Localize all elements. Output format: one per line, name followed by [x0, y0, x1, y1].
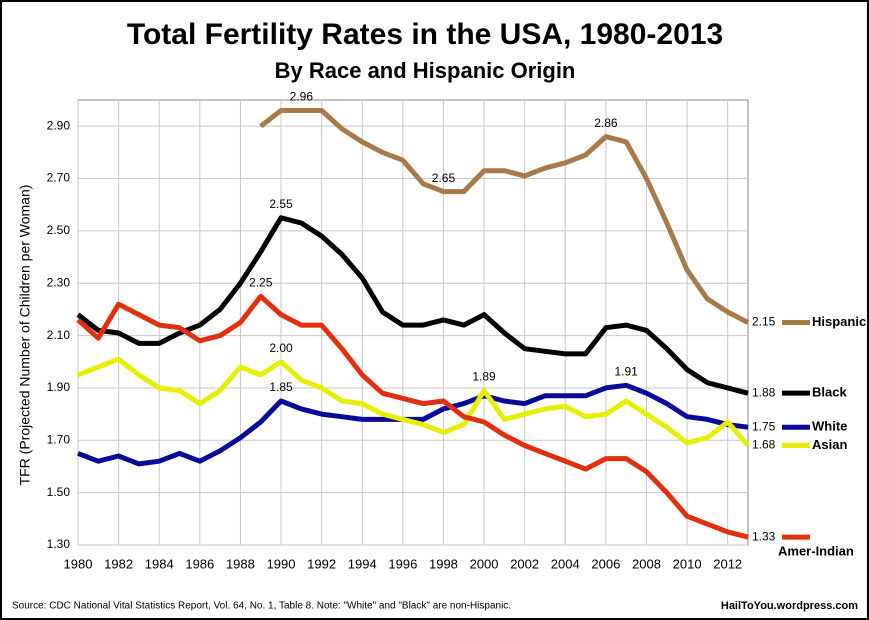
series-line — [77, 356, 750, 448]
x-tick-label: 2008 — [632, 556, 661, 571]
y-tick-label: 1.30 — [47, 537, 71, 551]
x-tick-label: 1992 — [307, 556, 336, 571]
y-tick-label: 1.50 — [47, 485, 71, 499]
plot-area — [77, 99, 749, 546]
x-tick-label: 2004 — [551, 556, 580, 571]
x-tick-label: 1996 — [388, 556, 417, 571]
y-tick-label: 2.70 — [47, 171, 71, 185]
x-tick-label: 2002 — [510, 556, 539, 571]
legend-label: White — [812, 419, 847, 434]
x-tick-label: 2010 — [673, 556, 702, 571]
value-label: 1.85 — [269, 380, 293, 394]
y-tick-label: 1.90 — [47, 380, 71, 394]
x-tick-label: 1986 — [185, 556, 214, 571]
series-line — [76, 293, 749, 540]
series-line — [259, 108, 750, 325]
legend-label: Asian — [812, 437, 847, 452]
series-line — [77, 382, 749, 467]
x-tick-label: 2012 — [713, 556, 742, 571]
value-label: 2.25 — [249, 275, 273, 289]
y-tick-label: 2.50 — [47, 223, 71, 237]
value-label: 2.55 — [269, 197, 293, 211]
x-tick-label: 1984 — [145, 556, 174, 571]
series-line — [76, 215, 749, 396]
legend-label: Amer-Indian — [778, 544, 854, 559]
x-tick-label: 2000 — [470, 556, 499, 571]
x-tick-label: 1980 — [64, 556, 93, 571]
value-label: 1.33 — [752, 529, 776, 543]
legend-label: Black — [812, 385, 847, 400]
chart-subtitle: By Race and Hispanic Origin — [275, 58, 576, 83]
chart-title: Total Fertility Rates in the USA, 1980-2… — [127, 18, 723, 51]
legend-label: Hispanic — [812, 314, 866, 329]
value-label: 1.68 — [752, 438, 776, 452]
x-tick-label: 1998 — [429, 556, 458, 571]
value-label: 1.88 — [752, 385, 776, 399]
value-label: 2.15 — [752, 315, 776, 329]
value-label: 2.65 — [432, 171, 456, 185]
x-tick-label: 1990 — [267, 556, 296, 571]
y-tick-label: 1.70 — [47, 432, 71, 446]
value-label: 1.91 — [615, 364, 639, 378]
y-axis-label: TFR (Projected Number of Children per Wo… — [17, 185, 33, 486]
value-label: 1.75 — [752, 419, 776, 433]
credit: HailToYou.wordpress.com — [721, 600, 858, 612]
value-label: 2.00 — [269, 341, 293, 355]
y-tick-label: 2.10 — [47, 328, 71, 342]
y-tick-label: 2.90 — [47, 118, 71, 132]
x-tick-label: 1988 — [226, 556, 255, 571]
value-label: 2.86 — [594, 116, 618, 130]
x-tick-label: 1982 — [104, 556, 133, 571]
source-note: Source: CDC National Vital Statistics Re… — [12, 601, 511, 612]
y-tick-label: 2.30 — [47, 275, 71, 289]
value-label: 2.96 — [290, 90, 314, 104]
x-tick-label: 1994 — [348, 556, 377, 571]
value-label: 1.89 — [472, 370, 496, 384]
x-tick-label: 2006 — [591, 556, 620, 571]
